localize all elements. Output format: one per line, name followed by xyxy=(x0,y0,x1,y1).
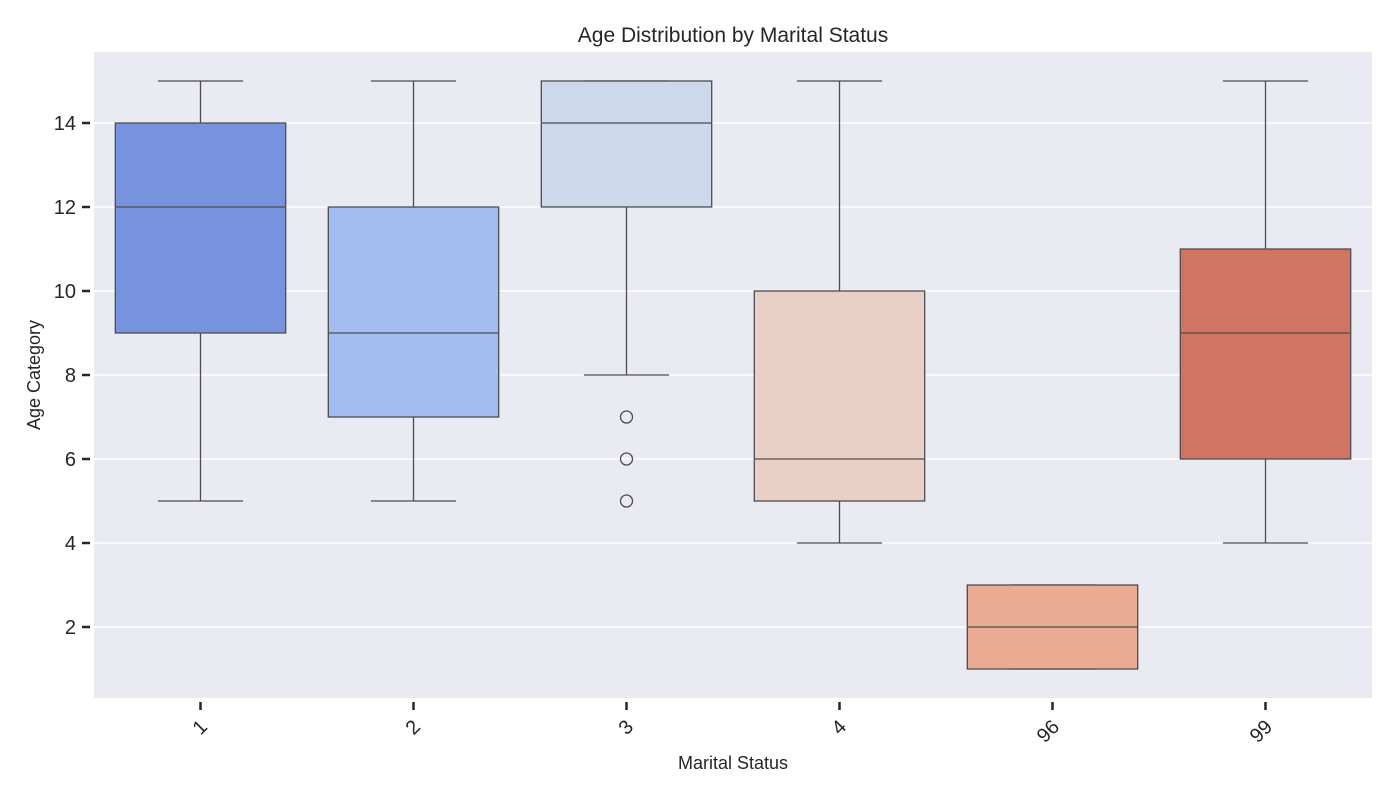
y-tick-label: 2 xyxy=(65,617,76,639)
x-axis-ticks: 1 2 3 4 96 99 xyxy=(189,702,1277,747)
x-tick-label: 99 xyxy=(1246,716,1277,747)
y-tick-label: 6 xyxy=(65,449,76,471)
x-axis-label: Marital Status xyxy=(678,753,788,773)
box-group-4 xyxy=(753,80,926,544)
x-tick-label: 2 xyxy=(402,716,425,739)
y-axis-ticks: 2 4 6 8 10 12 14 xyxy=(54,113,90,639)
outlier-point xyxy=(619,452,634,466)
box-group-1 xyxy=(114,80,287,502)
box xyxy=(753,290,926,502)
outlier-point xyxy=(619,410,634,424)
box xyxy=(1179,248,1352,460)
box-group-99 xyxy=(1179,80,1352,544)
x-tick-label: 4 xyxy=(828,716,851,739)
box-group-3 xyxy=(540,80,713,508)
box-series xyxy=(114,80,1352,670)
y-tick-label: 10 xyxy=(54,281,76,303)
x-tick-label: 96 xyxy=(1033,716,1064,747)
box xyxy=(540,80,713,208)
grid-lines xyxy=(94,122,1372,628)
outlier-point xyxy=(619,494,634,508)
box-group-96 xyxy=(966,584,1139,670)
y-tick-label: 4 xyxy=(65,533,76,555)
box-group-2 xyxy=(327,80,500,502)
box xyxy=(327,206,500,418)
y-tick-label: 8 xyxy=(65,365,76,387)
x-tick-label: 3 xyxy=(615,716,638,739)
chart-title: Age Distribution by Marital Status xyxy=(578,24,888,47)
box xyxy=(114,122,287,334)
y-axis-label: Age Category xyxy=(24,320,44,430)
x-tick-label: 1 xyxy=(189,716,212,739)
y-tick-label: 14 xyxy=(54,113,76,135)
y-tick-label: 12 xyxy=(54,197,76,219)
